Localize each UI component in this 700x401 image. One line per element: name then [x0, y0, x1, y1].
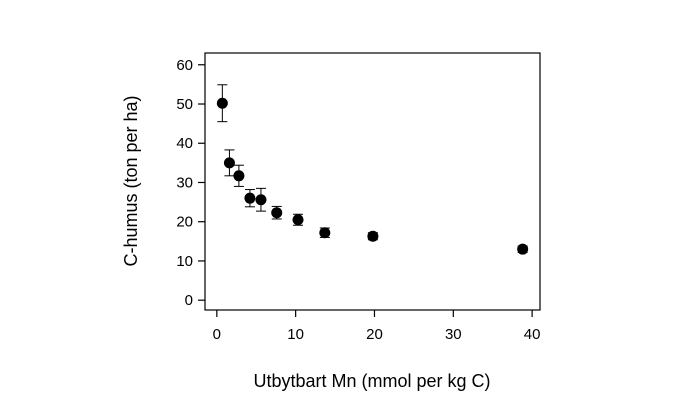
data-point [367, 230, 379, 242]
data-point [216, 84, 228, 123]
y-tick-label: 60 [176, 57, 193, 74]
data-point [271, 205, 283, 220]
data-point [255, 187, 267, 212]
data-points [216, 84, 529, 255]
data-point [292, 213, 304, 226]
y-tick-label: 20 [176, 214, 193, 231]
y-tick-label: 10 [176, 253, 193, 270]
x-tick-label: 10 [287, 326, 304, 343]
x-tick-label: 40 [524, 326, 541, 343]
y-axis: 0 10 20 30 40 50 60 [176, 57, 205, 309]
point-marker [216, 97, 228, 109]
y-tick-label: 30 [176, 174, 193, 191]
y-tick-label: 40 [176, 135, 193, 152]
point-marker [244, 192, 256, 204]
y-axis-title: C-humus (ton per ha) [121, 95, 141, 266]
point-marker [233, 170, 245, 182]
point-marker [517, 243, 529, 255]
x-axis-title: Utbytbart Mn (mmol per kg C) [253, 371, 490, 391]
x-tick-label: 20 [366, 326, 383, 343]
data-point [517, 243, 529, 255]
point-marker [292, 214, 304, 226]
x-axis: 0 10 20 30 40 [213, 310, 541, 343]
point-marker [255, 194, 267, 206]
data-point [244, 189, 256, 208]
x-tick-label: 30 [445, 326, 462, 343]
point-marker [367, 230, 379, 242]
point-marker [223, 157, 235, 169]
point-marker [319, 227, 331, 239]
plot-frame [204, 52, 541, 311]
y-tick-label: 50 [176, 96, 193, 113]
data-point [233, 164, 245, 187]
y-tick-label: 0 [185, 292, 193, 309]
data-point [223, 149, 235, 177]
data-point [319, 227, 331, 239]
point-marker [271, 207, 283, 219]
x-tick-label: 0 [213, 326, 221, 343]
